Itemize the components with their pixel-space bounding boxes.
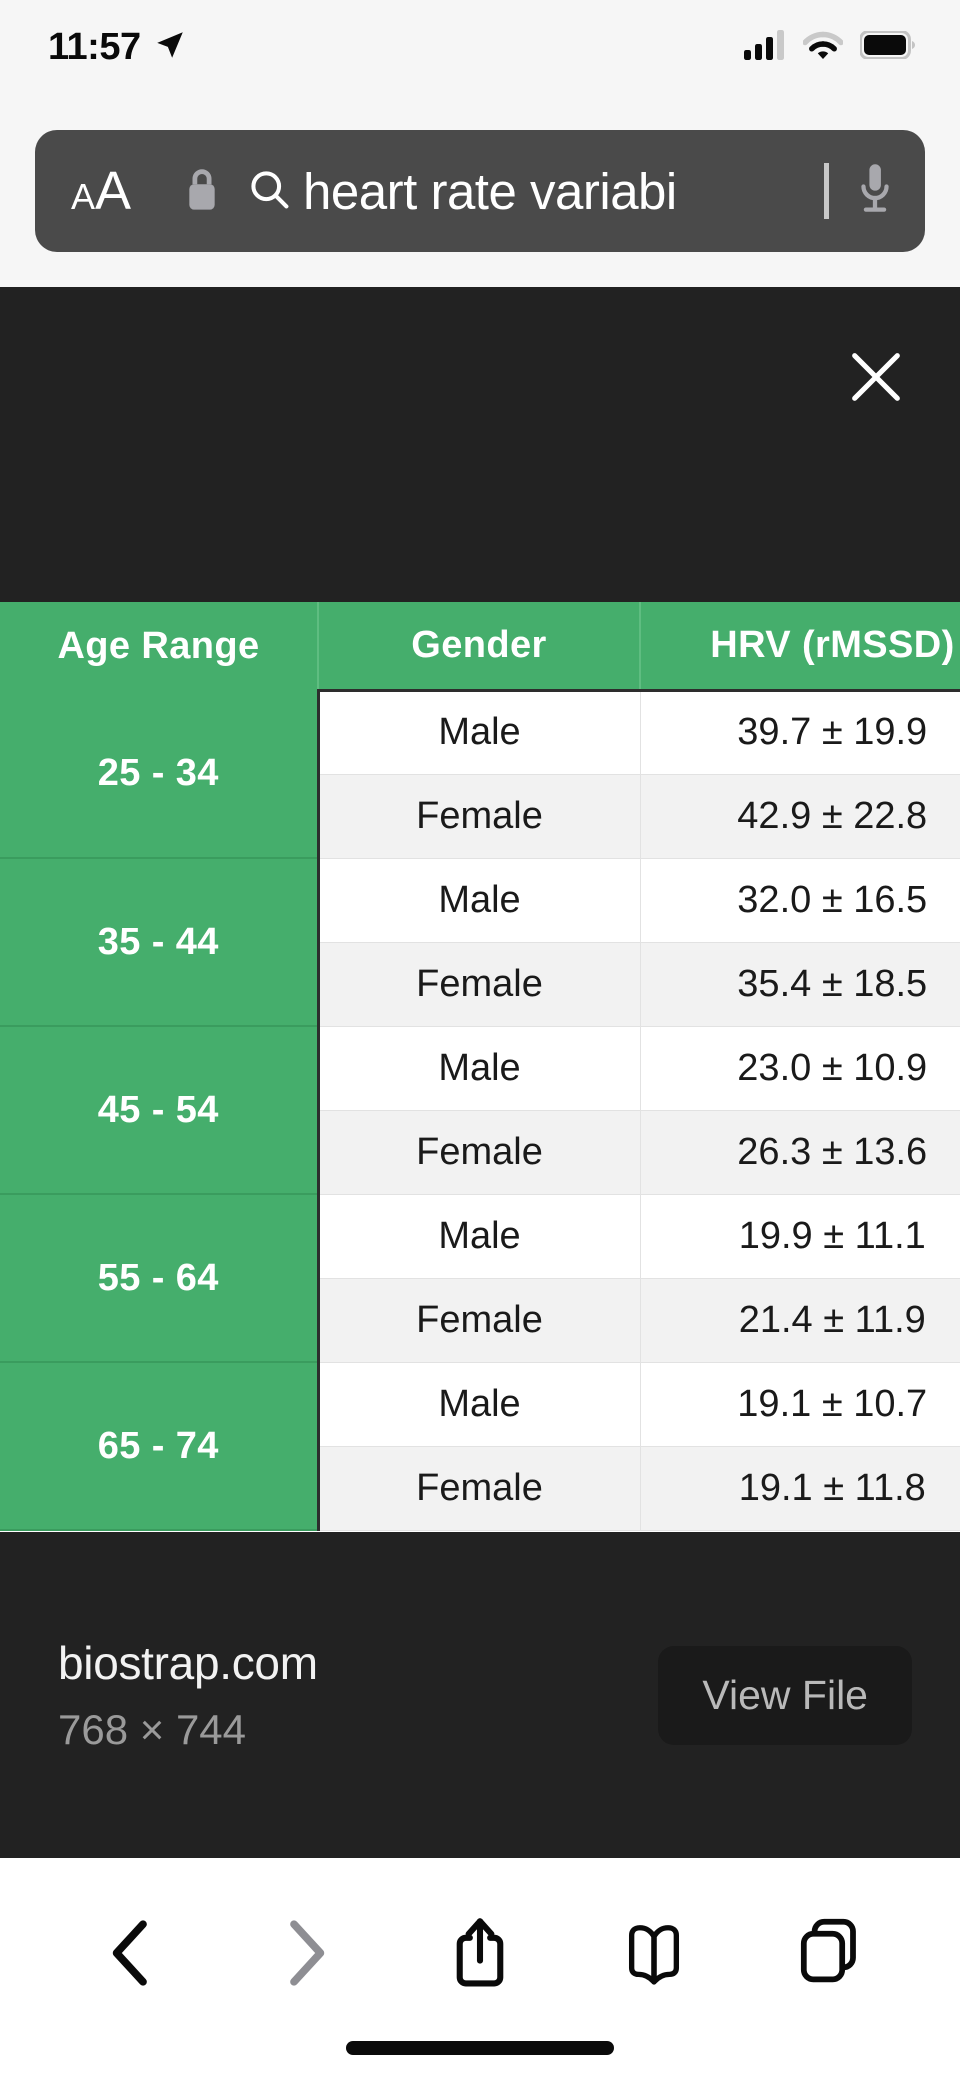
table-row: 35 - 44 Male 32.0 ± 16.5 xyxy=(0,858,960,1027)
hrv-cell: 19.1 ± 11.8 xyxy=(640,1446,960,1531)
gender-cell: Female xyxy=(318,774,641,859)
source-domain: biostrap.com xyxy=(58,1637,318,1689)
table-row: Female 21.4 ± 11.9 xyxy=(0,1278,960,1363)
table-row: 45 - 54 Male 23.0 ± 10.9 xyxy=(0,1026,960,1195)
column-header-age-range: Age Range xyxy=(0,602,319,690)
browser-toolbar xyxy=(0,1858,960,2079)
hrv-cell: 19.9 ± 11.1 xyxy=(640,1194,960,1279)
age-range-cell: 35 - 44 xyxy=(0,858,320,1027)
cellular-signal-icon xyxy=(744,30,786,65)
text-size-large-label: A xyxy=(95,161,132,221)
back-button[interactable] xyxy=(76,1900,186,2010)
table-body: 25 - 34 Male 39.7 ± 19.9 Female 42.9 ± 2… xyxy=(0,688,960,1531)
hrv-cell: 23.0 ± 10.9 xyxy=(640,1026,960,1111)
gender-cell: Female xyxy=(318,1110,641,1195)
share-button[interactable] xyxy=(425,1900,535,2010)
status-bar-right xyxy=(744,30,916,65)
text-cursor xyxy=(824,163,829,219)
hrv-cell: 19.1 ± 10.7 xyxy=(640,1362,960,1447)
gender-cell: Male xyxy=(318,688,641,775)
age-range-cell: 45 - 54 xyxy=(0,1026,320,1195)
table-header-row: Age Range Gender HRV (rMSSD) xyxy=(0,602,960,690)
view-file-button[interactable]: View File xyxy=(658,1645,912,1745)
wifi-icon xyxy=(802,30,844,65)
gender-cell: Male xyxy=(318,858,641,943)
table-row: Female 19.1 ± 11.8 xyxy=(0,1446,960,1531)
column-header-hrv: HRV (rMSSD) xyxy=(640,602,960,690)
hrv-cell: 21.4 ± 11.9 xyxy=(640,1278,960,1363)
gender-cell: Male xyxy=(318,1194,641,1279)
table-row: Female 26.3 ± 13.6 xyxy=(0,1110,960,1195)
tabs-button[interactable] xyxy=(774,1900,884,2010)
bookmarks-button[interactable] xyxy=(599,1900,709,2010)
gender-cell: Female xyxy=(318,942,641,1027)
chevron-right-icon xyxy=(277,1917,335,1994)
hrv-cell: 39.7 ± 19.9 xyxy=(640,688,960,775)
lock-icon xyxy=(183,165,221,218)
table-row: 65 - 74 Male 19.1 ± 10.7 xyxy=(0,1362,960,1531)
gender-cell: Female xyxy=(318,1446,641,1531)
chevron-left-icon xyxy=(102,1917,160,1994)
url-input[interactable]: heart rate variabi xyxy=(303,165,677,217)
table-row: 55 - 64 Male 19.9 ± 11.1 xyxy=(0,1194,960,1363)
battery-full-icon xyxy=(859,30,916,64)
location-arrow-icon xyxy=(153,28,187,67)
status-bar: 11:57 xyxy=(0,0,960,95)
home-indicator xyxy=(346,2041,614,2055)
close-icon[interactable] xyxy=(834,335,918,419)
age-range-cell: 55 - 64 xyxy=(0,1194,320,1363)
gender-cell: Male xyxy=(318,1026,641,1111)
book-icon xyxy=(620,1919,688,1992)
gender-cell: Female xyxy=(318,1278,641,1363)
hrv-table: Age Range Gender HRV (rMSSD) 25 - 34 Mal… xyxy=(0,602,960,1531)
age-range-cell: 65 - 74 xyxy=(0,1362,320,1531)
table-row: Female 42.9 ± 22.8 xyxy=(0,774,960,859)
file-info-bar: biostrap.com 768 × 744 View File xyxy=(0,1532,960,1858)
status-bar-left: 11:57 xyxy=(48,26,187,69)
table-row: 25 - 34 Male 39.7 ± 19.9 xyxy=(0,688,960,859)
column-header-gender: Gender xyxy=(318,602,641,690)
search-icon xyxy=(247,167,291,216)
hrv-cell: 32.0 ± 16.5 xyxy=(640,858,960,943)
forward-button[interactable] xyxy=(251,1900,361,2010)
gender-cell: Male xyxy=(318,1362,641,1447)
hrv-cell: 26.3 ± 13.6 xyxy=(640,1110,960,1195)
status-time: 11:57 xyxy=(48,26,141,68)
hrv-cell: 35.4 ± 18.5 xyxy=(640,942,960,1027)
table-header: Age Range Gender HRV (rMSSD) xyxy=(0,602,960,690)
age-range-cell: 25 - 34 xyxy=(0,690,320,859)
image-dimensions: 768 × 744 xyxy=(58,1706,247,1753)
hrv-cell: 42.9 ± 22.8 xyxy=(640,774,960,859)
previewed-image[interactable]: Age Range Gender HRV (rMSSD) 25 - 34 Mal… xyxy=(0,602,960,1532)
file-info-text: biostrap.com 768 × 744 xyxy=(58,1636,318,1754)
text-size-small-label: A xyxy=(71,176,96,217)
table-row: Female 35.4 ± 18.5 xyxy=(0,942,960,1027)
microphone-icon[interactable] xyxy=(855,161,895,222)
share-icon xyxy=(449,1915,511,1996)
tabs-icon xyxy=(797,1917,861,1994)
